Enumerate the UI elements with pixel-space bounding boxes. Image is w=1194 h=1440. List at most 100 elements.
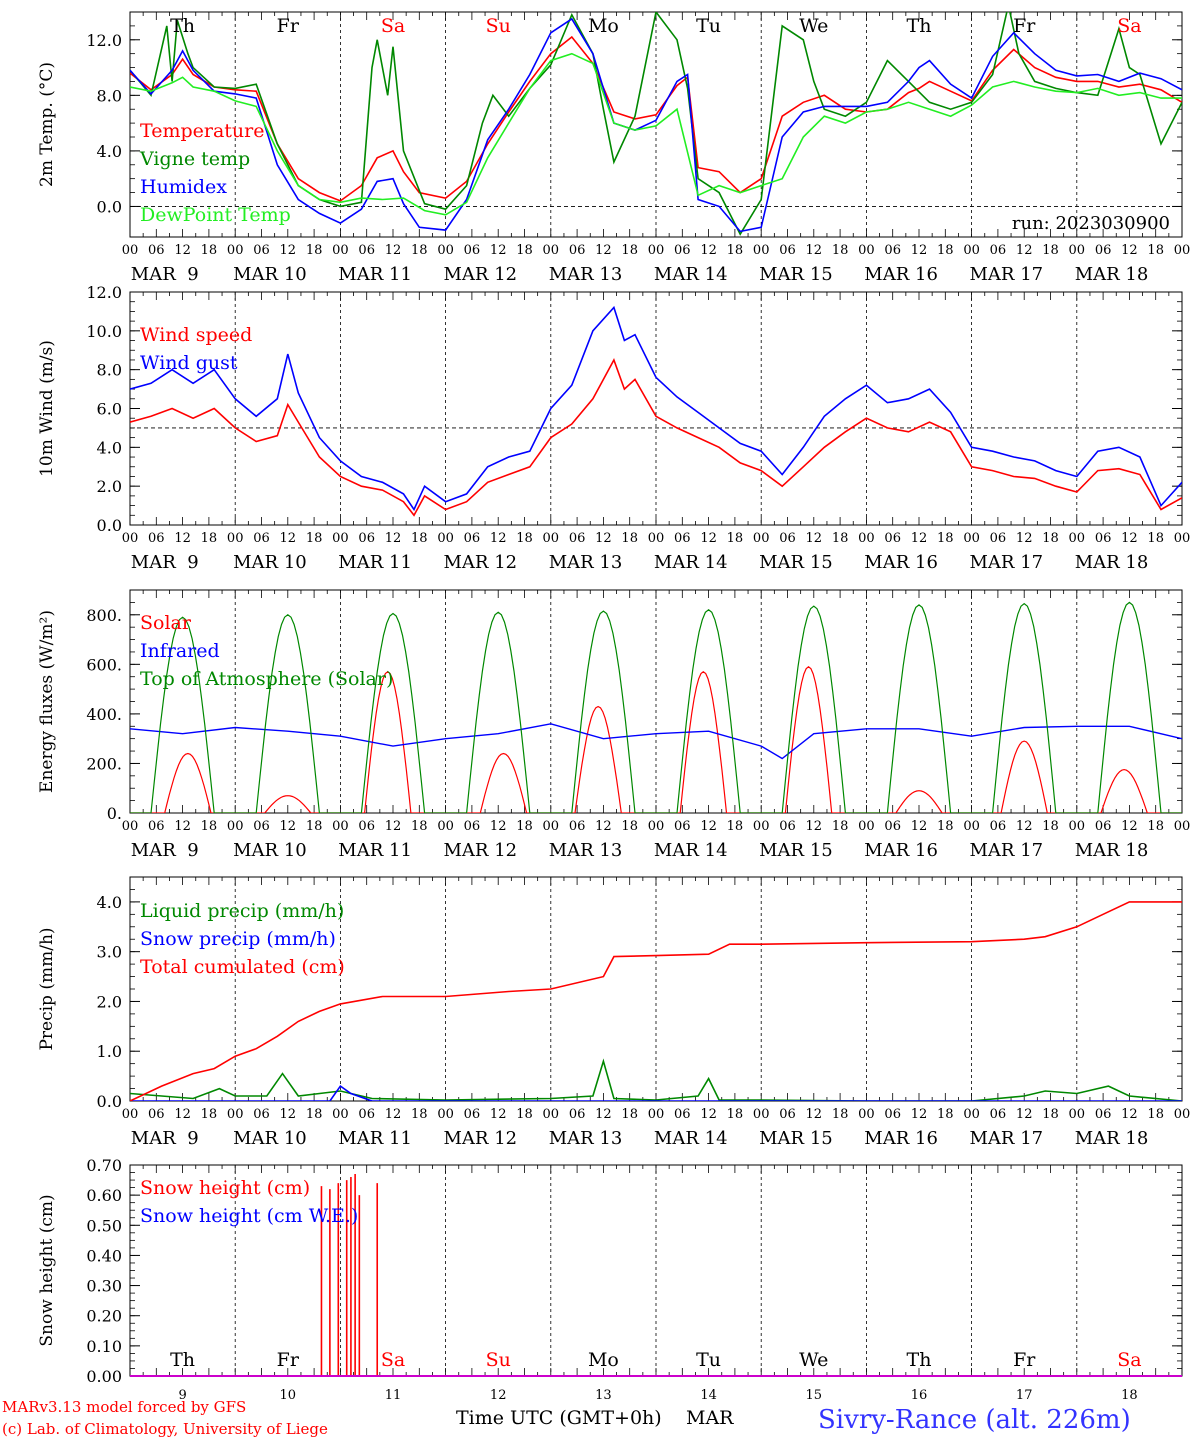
series-humidex xyxy=(130,17,1182,233)
y-tick-label: 0.60 xyxy=(86,1186,122,1205)
y-tick-label: 12.0 xyxy=(86,31,122,50)
x-hour-label: 12 xyxy=(280,819,297,834)
day-number-label: 9 xyxy=(178,1388,186,1403)
day-number-label: 14 xyxy=(700,1388,717,1403)
y-tick-label: 0. xyxy=(107,804,122,823)
x-day-label: MAR 9 xyxy=(131,1128,199,1149)
x-hour-label: 12 xyxy=(174,1107,191,1122)
x-hour-label: 06 xyxy=(779,531,796,546)
panel-1: 0.0 4.0 8.0 12.0 2m Temp. (°C) run: 202303090… xyxy=(37,11,1190,285)
x-hour-label: 18 xyxy=(516,531,533,546)
x-hour-label: 00 xyxy=(753,531,770,546)
x-hour-label: 18 xyxy=(1147,1107,1164,1122)
legend-entry: Vigne temp xyxy=(139,148,250,170)
x-hour-label: 12 xyxy=(280,1107,297,1122)
x-hour-label: 12 xyxy=(174,819,191,834)
weekday-label: Fr xyxy=(277,15,300,37)
y-tick-label: 2.0 xyxy=(97,477,122,496)
x-hour-label: 00 xyxy=(648,243,665,258)
y-tick-label: 8.0 xyxy=(97,361,122,380)
x-day-label: MAR 14 xyxy=(654,552,728,573)
x-axis-month: MAR xyxy=(686,1407,734,1429)
x-hour-label: 06 xyxy=(1095,243,1112,258)
series-snow-height-cm- xyxy=(320,1174,379,1376)
x-hour-label: 18 xyxy=(306,531,323,546)
x-day-label: MAR 9 xyxy=(131,840,199,861)
y-axis-label: 2m Temp. (°C) xyxy=(37,62,57,187)
x-hour-label: 00 xyxy=(227,819,244,834)
x-hour-label: 06 xyxy=(779,243,796,258)
x-hour-label: 00 xyxy=(753,819,770,834)
x-hour-label: 06 xyxy=(990,243,1007,258)
series-top-of-atmosphere-solar- xyxy=(130,601,1182,813)
y-tick-label: 0.30 xyxy=(86,1277,122,1296)
x-hour-label: 00 xyxy=(858,1107,875,1122)
y-axis-label: Energy fluxes (W/m²) xyxy=(37,610,57,793)
x-day-label: MAR 17 xyxy=(970,264,1044,285)
x-day-label: MAR 16 xyxy=(864,1128,938,1149)
weekday-label: Mo xyxy=(588,1349,619,1371)
x-hour-label: 12 xyxy=(595,819,612,834)
x-hour-label: 00 xyxy=(332,243,349,258)
x-hour-label: 12 xyxy=(280,531,297,546)
x-day-label: MAR 9 xyxy=(131,264,199,285)
x-hour-label: 12 xyxy=(490,243,507,258)
y-tick-label: 0.0 xyxy=(97,516,122,535)
series-vigne-temp xyxy=(130,12,1182,236)
x-hour-label: 12 xyxy=(806,243,823,258)
x-hour-label: 06 xyxy=(148,243,165,258)
x-hour-label: 06 xyxy=(253,819,270,834)
weekday-label: Fr xyxy=(1013,1349,1036,1371)
x-hour-label: 00 xyxy=(753,1107,770,1122)
x-hour-label: 12 xyxy=(806,1107,823,1122)
x-hour-label: 06 xyxy=(569,819,586,834)
legend-entry: Wind speed xyxy=(140,324,252,346)
day-number-label: 13 xyxy=(595,1388,612,1403)
x-hour-label: 00 xyxy=(1069,1107,1086,1122)
x-hour-label: 12 xyxy=(595,531,612,546)
x-hour-label: 18 xyxy=(1147,243,1164,258)
x-day-label: MAR 15 xyxy=(759,552,833,573)
x-hour-label: 18 xyxy=(832,243,849,258)
station-name: Sivry-Rance (alt. 226m) xyxy=(818,1405,1131,1435)
day-number-label: 11 xyxy=(385,1388,402,1403)
legend-entry: Temperature xyxy=(140,120,264,142)
legend-entry: Total cumulated (cm) xyxy=(140,956,345,978)
weekday-label: Sa xyxy=(1117,15,1141,37)
x-hour-label: 00 xyxy=(122,819,139,834)
x-hour-label: 18 xyxy=(1042,819,1059,834)
weekday-label: Fr xyxy=(277,1349,300,1371)
x-hour-label: 00 xyxy=(1069,243,1086,258)
x-hour-label: 12 xyxy=(490,531,507,546)
x-hour-label: 00 xyxy=(122,1107,139,1122)
credit-line-1: MARv3.13 model forced by GFS xyxy=(2,1398,246,1416)
x-day-label: MAR 13 xyxy=(549,1128,623,1149)
x-hour-label: 12 xyxy=(385,531,402,546)
x-hour-label: 18 xyxy=(411,819,428,834)
x-day-label: MAR 17 xyxy=(970,552,1044,573)
legend-entry: Infrared xyxy=(140,640,220,662)
x-hour-label: 18 xyxy=(201,243,218,258)
x-day-label: MAR 10 xyxy=(233,264,307,285)
y-tick-label: 600. xyxy=(86,655,122,674)
x-hour-label: 18 xyxy=(201,819,218,834)
x-hour-label: 06 xyxy=(358,531,375,546)
x-hour-label: 06 xyxy=(253,1107,270,1122)
y-axis-label: Precip (mm/h) xyxy=(37,927,57,1050)
y-tick-label: 0.0 xyxy=(97,197,122,216)
x-hour-label: 12 xyxy=(280,243,297,258)
series-temperature xyxy=(130,35,1182,202)
x-hour-label: 00 xyxy=(437,819,454,834)
x-hour-label: 06 xyxy=(464,1107,481,1122)
x-day-label: MAR 11 xyxy=(338,552,412,573)
x-hour-label: 12 xyxy=(700,531,717,546)
plot-frame xyxy=(129,589,1183,814)
x-hour-label: 18 xyxy=(411,1107,428,1122)
x-day-label: MAR 12 xyxy=(444,1128,518,1149)
x-day-label: MAR 18 xyxy=(1075,552,1149,573)
series-infrared xyxy=(130,723,1182,760)
x-hour-label: 00 xyxy=(332,1107,349,1122)
legend-entry: Liquid precip (mm/h) xyxy=(140,900,344,922)
x-hour-label: 00 xyxy=(648,1107,665,1122)
